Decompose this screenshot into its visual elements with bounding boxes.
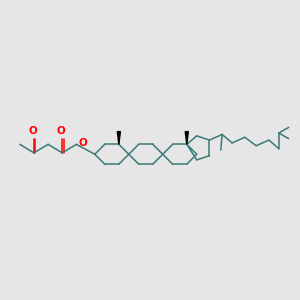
Text: O: O [28, 126, 37, 136]
Polygon shape [185, 132, 188, 144]
Text: O: O [56, 126, 65, 136]
Polygon shape [117, 132, 120, 144]
Text: O: O [78, 138, 87, 148]
